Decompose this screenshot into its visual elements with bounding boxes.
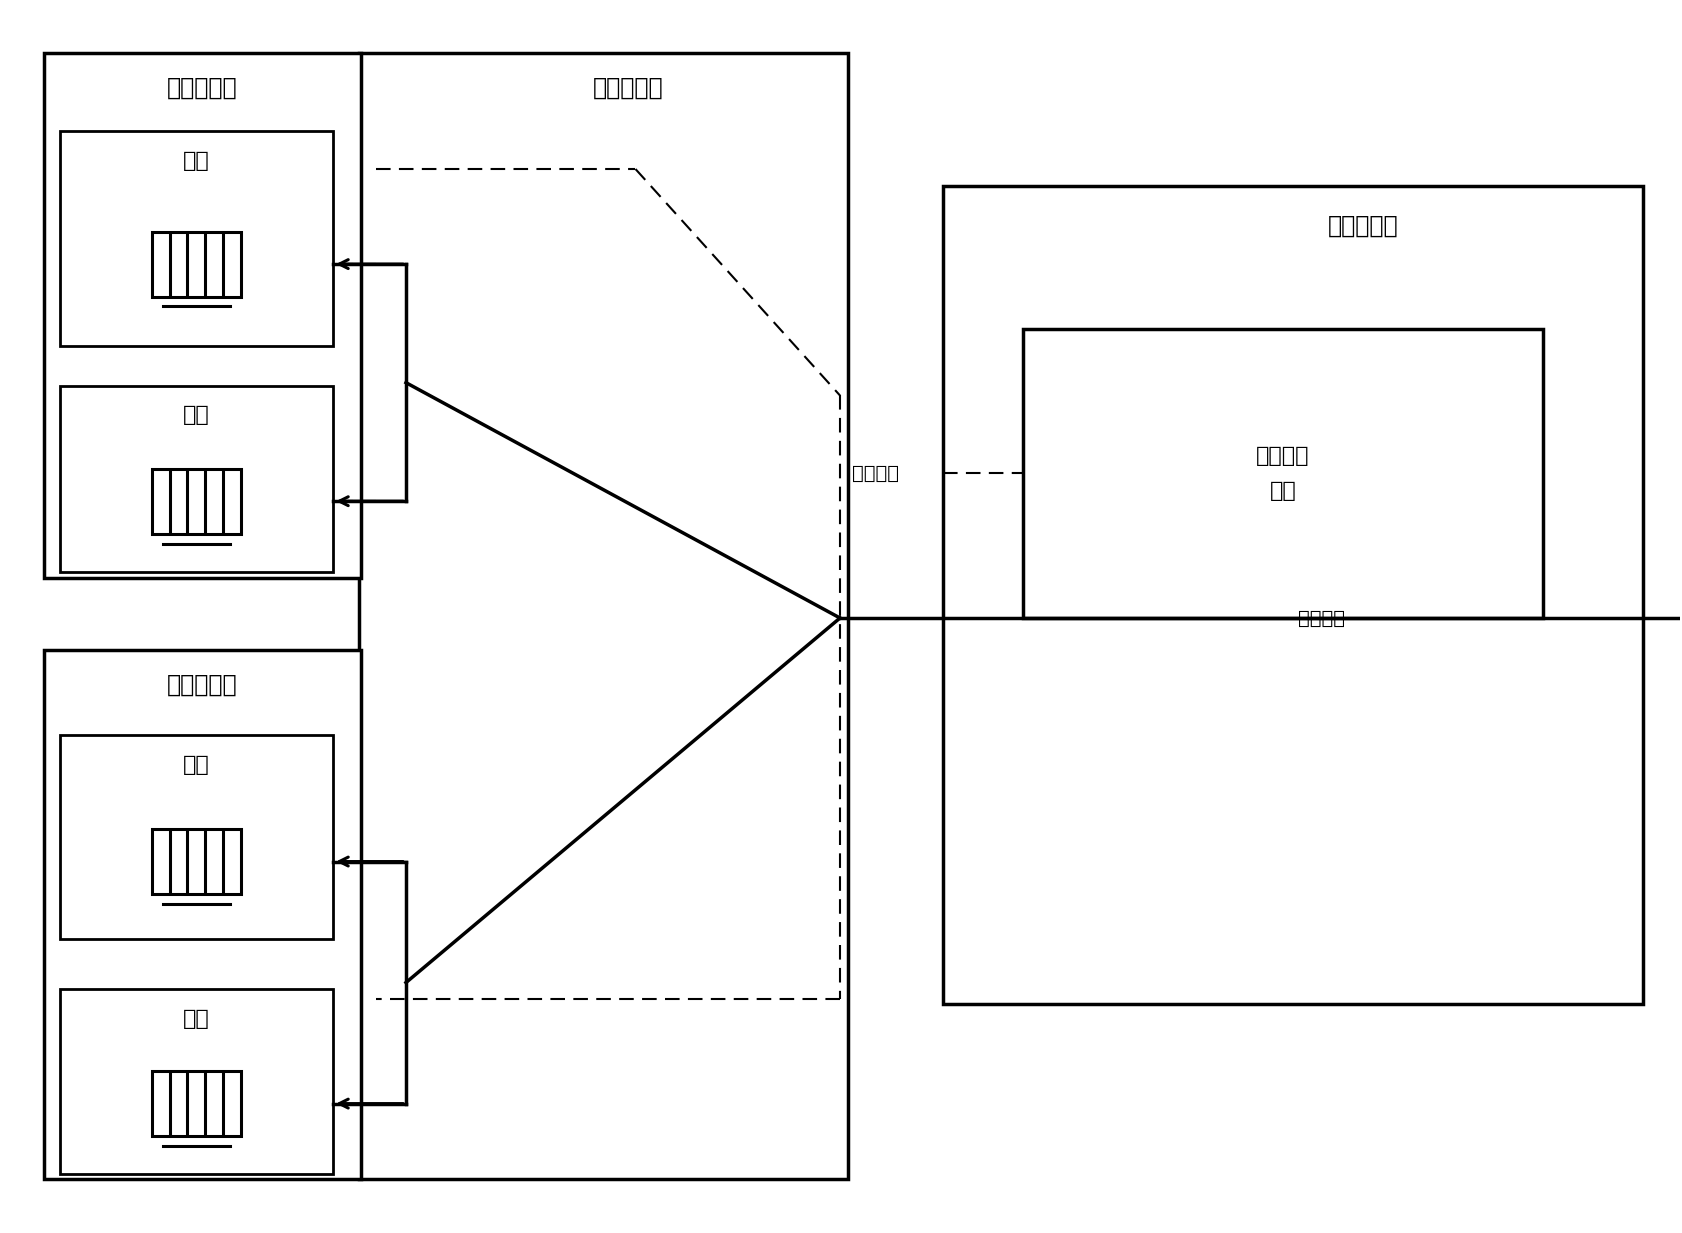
Bar bbox=[44, 53, 362, 578]
Bar bbox=[151, 232, 241, 296]
Text: 带宽请求: 带宽请求 bbox=[1299, 609, 1346, 628]
Text: 光线路终端: 光线路终端 bbox=[1327, 213, 1398, 238]
Text: 缓存: 缓存 bbox=[183, 150, 210, 171]
Text: 带宽分配
模块: 带宽分配 模块 bbox=[1256, 446, 1310, 501]
Bar bbox=[151, 829, 241, 894]
Bar bbox=[358, 53, 848, 1179]
Bar bbox=[1023, 329, 1544, 618]
Bar bbox=[151, 469, 241, 534]
Text: 光分配网络: 光分配网络 bbox=[592, 76, 663, 100]
Text: 带宽授权: 带宽授权 bbox=[853, 464, 898, 483]
Text: 缓存: 缓存 bbox=[183, 1009, 210, 1030]
Text: 缓存: 缓存 bbox=[183, 406, 210, 425]
Bar bbox=[151, 1071, 241, 1136]
Bar bbox=[61, 386, 333, 572]
Bar bbox=[944, 186, 1643, 1004]
Bar bbox=[44, 650, 362, 1179]
Bar bbox=[61, 989, 333, 1174]
Text: 缓存: 缓存 bbox=[183, 755, 210, 774]
Bar bbox=[61, 735, 333, 940]
Text: 光网络单元: 光网络单元 bbox=[167, 673, 237, 697]
Bar bbox=[61, 131, 333, 345]
Text: 光网络单元: 光网络单元 bbox=[167, 76, 237, 100]
